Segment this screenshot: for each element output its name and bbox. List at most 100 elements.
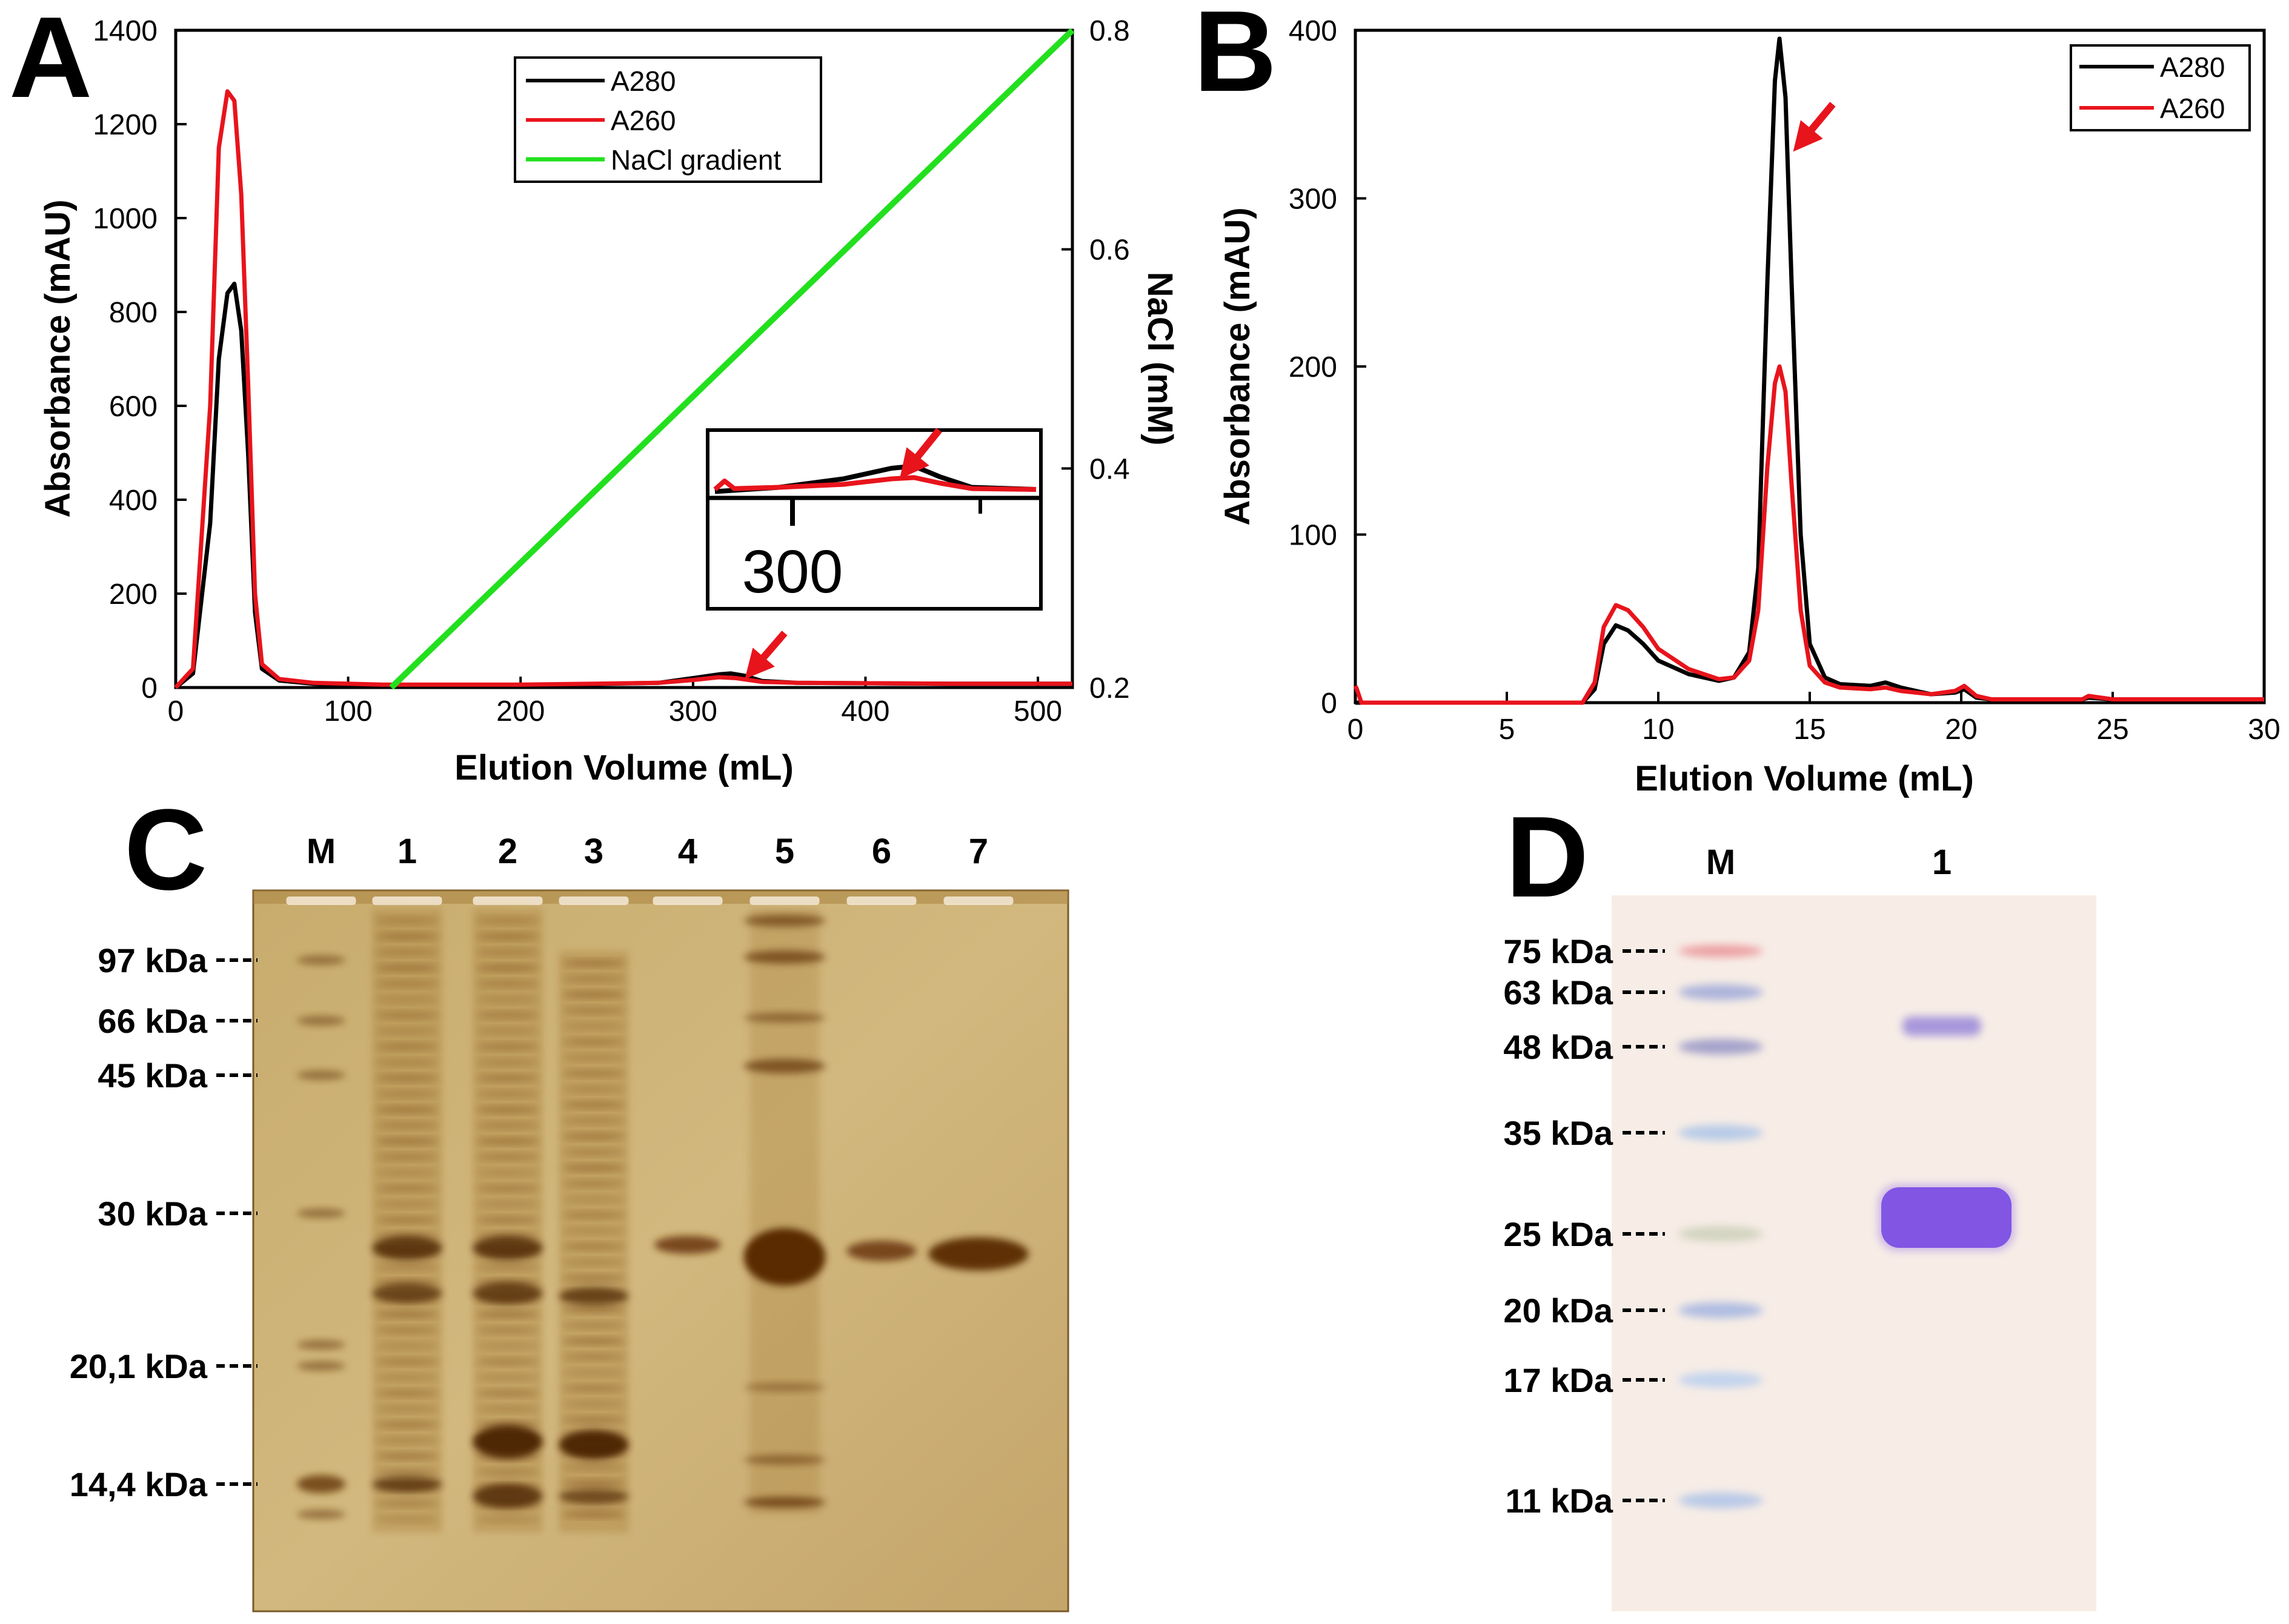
gel-c-band [375,1217,439,1223]
y-right-tick-label-a-2: 0.6 [1089,234,1130,267]
y-tick-label-a-4: 800 [109,297,158,329]
y-tick-label-b-3: 300 [1289,184,1337,216]
gel-c-marker-label-1: 66 kDa [98,1002,207,1040]
gel-c-band [476,1327,540,1333]
gel-c-band [375,1138,439,1144]
gel-d-band [1678,1493,1763,1508]
gel-c-band [476,933,540,940]
gel-c-band [476,1201,540,1207]
legend-a: A280 A260 NaCl gradient [514,56,822,183]
gel-c-lane-label-2: 2 [498,832,517,871]
gel-c-band [476,1469,540,1475]
panel-letter-b: B [1194,0,1277,116]
gel-c-band [297,1510,345,1519]
gel-c-band [562,1338,626,1344]
gel-c-band [559,1287,629,1305]
inset-tick-label-a: 300 [742,538,843,606]
gel-c-band [297,1475,345,1493]
gel-c-band [562,1228,626,1234]
gel-c-band [476,1406,540,1412]
gel-c-band [562,1212,626,1218]
gel-c-band [562,1354,626,1360]
gel-c-marker-label-3: 30 kDa [98,1195,207,1233]
gel-c-band [476,1107,540,1113]
gel-c-band [476,981,540,987]
gel-c-band [476,1185,540,1191]
gel-c-band [375,1264,439,1270]
gel-c-band [473,1484,543,1508]
gel-c-band [473,1282,543,1304]
y-tick-label-a-7: 1400 [93,15,158,47]
gel-d-band [1678,1302,1763,1318]
gel-c-band [562,976,626,982]
gel-c-band [375,1185,439,1191]
gel-c-band [476,1217,540,1223]
axis-ticks-a: 0 100 200 300 400 500 0 200 400 600 800 1000 1200 140… [93,15,1130,727]
gel-c-band [928,1237,1029,1271]
gel-c-band [375,918,439,924]
gel-c-band [473,1425,543,1459]
gel-c-lane-label-7: 7 [969,832,988,871]
gel-c-band [743,1059,826,1073]
inset-box-a [706,428,1043,611]
plot-frame-a [174,28,1074,689]
y-axis-right-title-a: NaCl (mM) [1140,272,1180,446]
gel-c-band [562,1023,626,1029]
gel-c-band [375,1028,439,1034]
series-line-a-a260 [174,89,1072,689]
gel-c-band [375,1044,439,1050]
y-tick-label-b-4: 400 [1289,15,1337,47]
gel-c-well-7 [943,897,1014,905]
x-tick-label-a-5: 500 [1014,695,1062,727]
gel-c-band [743,1383,826,1391]
gel-c-band [375,1343,439,1349]
gel-c-band [846,1241,917,1261]
gel-c-lane-label-4: 4 [678,832,697,871]
gel-c-band [476,996,540,1003]
gel-c-band [372,1236,442,1260]
series-line-b-a260 [1353,364,2264,705]
legend-label-a260-b: A260 [2160,93,2225,124]
gel-c-well-5 [749,897,820,905]
gel-d-marker-label-5: 20 kDa [1503,1291,1613,1330]
x-tick-label-a-0: 0 [168,695,184,727]
y-tick-label-a-0: 0 [141,672,158,704]
gel-c-band [375,981,439,987]
gel-d-bands [1678,945,2015,1508]
x-tick-label-a-3: 300 [669,695,717,727]
gel-c-markers: 97 kDa 66 kDa 45 kDa 30 kDa 20,1 kDa 14,4 kDa [70,941,257,1503]
panel-letter-c: C [124,786,207,914]
gel-c-band [375,1469,439,1475]
legend-b: A280 A260 [2070,44,2251,131]
inset-a: 300 [706,428,1043,611]
peak-arrow-a [745,631,788,680]
gel-c-band [562,1007,626,1013]
gel-c-bands [297,909,1029,1533]
gel-d-band [1678,1226,1763,1242]
y-right-tick-label-a-0: 0.2 [1089,672,1130,704]
gel-c-well-1 [372,897,442,905]
gel-d-marker-label-3: 35 kDa [1503,1114,1613,1152]
inset-line-a-a260 [713,475,1037,492]
gel-c-band [297,1340,345,1350]
gel-c-band [562,1133,626,1139]
gel-c-well-6 [846,897,917,905]
legend-label-a280-a: A280 [611,65,676,97]
legend-label-nacl-a: NaCl gradient [611,144,781,176]
x-tick-label-a-2: 200 [496,695,545,727]
y-axis-title-a: Absorbance (mAU) [38,199,78,517]
gel-c-band [562,1385,626,1391]
gel-c-band [559,1488,629,1504]
gel-c-band [375,1059,439,1066]
gel-c-lane-label-0: M [307,832,336,871]
gel-c-band [562,1401,626,1407]
series-line-b-a280 [1355,36,2265,705]
y-tick-label-a-5: 1000 [93,203,158,235]
gel-d-marker-label-1: 63 kDa [1503,973,1613,1012]
gel-c-band [473,1236,543,1260]
gel-c-band [562,1511,626,1517]
gel-c-band [562,1464,626,1470]
gel-c-band [297,1016,345,1026]
gel-c-lane-label-6: 6 [872,832,891,871]
